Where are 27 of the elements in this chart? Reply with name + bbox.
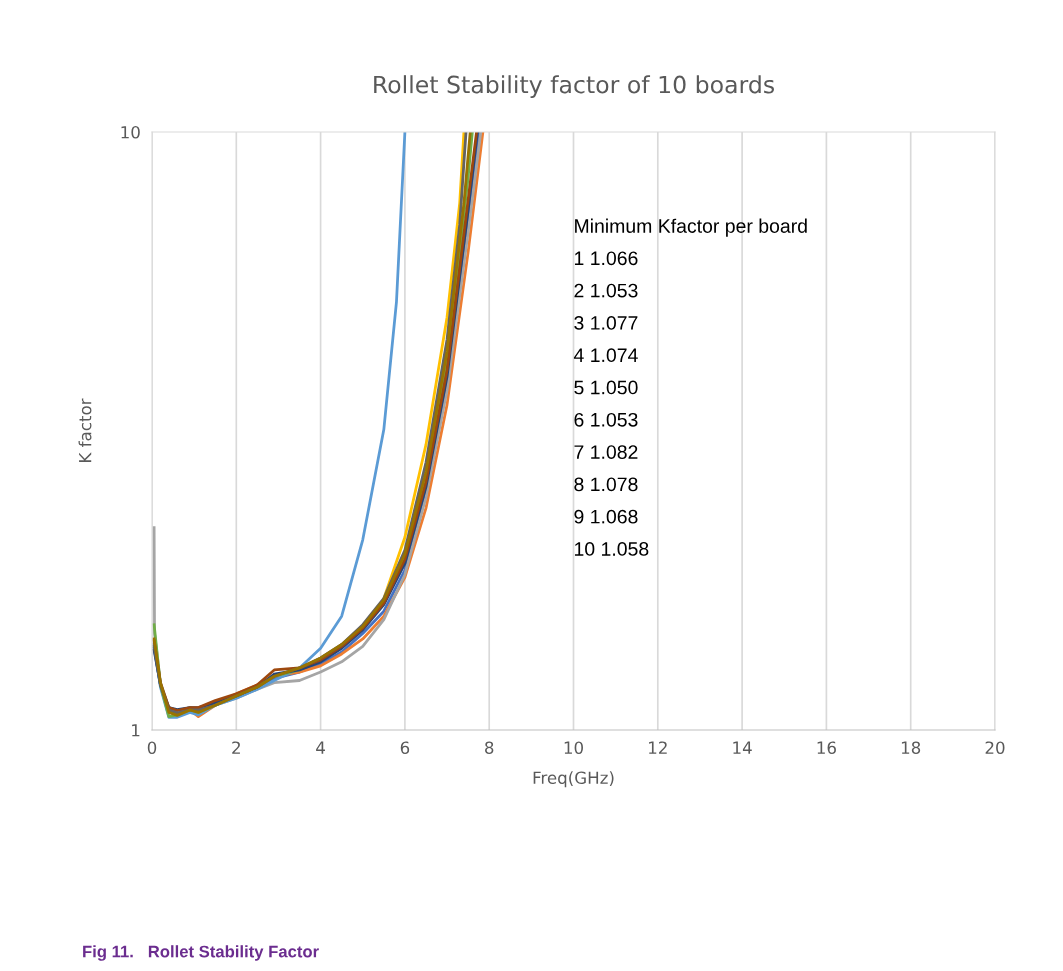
annotation: 1 1.066	[574, 251, 638, 266]
x-tick-label: 14	[733, 741, 752, 754]
x-tick-label: 20	[985, 741, 1005, 755]
x-tick-label: 18	[901, 741, 921, 755]
x-tick-label: 0	[147, 741, 157, 755]
x-tick-label: 16	[817, 741, 836, 755]
x-tick-label: 10	[564, 741, 583, 755]
annotation: 9 1.068	[574, 509, 638, 524]
annotation: 5 1.050	[574, 380, 638, 395]
annotation: 6 1.053	[574, 412, 638, 427]
x-tick-label: 6	[400, 741, 410, 755]
annotation: 2 1.053	[574, 283, 638, 298]
annotation: Minimum Kfactor per board	[575, 218, 807, 237]
x-tick-label: 8	[485, 741, 494, 755]
y-tick-label: 1	[132, 724, 140, 737]
x-tick-label: 2	[232, 741, 240, 754]
x-axis-title: Freq(GHz)	[533, 771, 614, 788]
annotation: 8 1.078	[574, 477, 638, 492]
annotation: 4 1.074	[573, 348, 638, 363]
x-tick-label: 12	[649, 741, 667, 754]
chart-title: Rollet Stability factor of 10 boards	[374, 75, 774, 99]
annotation: 10 1.058	[574, 542, 649, 556]
annotation: 3 1.077	[574, 316, 638, 330]
annotation: 7 1.082	[574, 445, 638, 459]
y-axis-title: K factor	[78, 398, 92, 462]
x-tick-label: 4	[316, 741, 325, 754]
caption: Fig 11. Rollet Stability Factor	[83, 945, 319, 961]
